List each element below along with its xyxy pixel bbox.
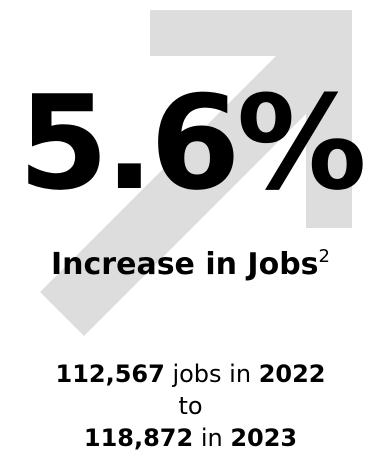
jobs-start: 112,567	[55, 360, 165, 388]
jobs-word: jobs in	[164, 360, 259, 388]
percent-increase: 5.6%	[18, 67, 367, 219]
arrow-head-right	[306, 10, 352, 228]
jobs-end: 118,872	[83, 424, 194, 452]
in-word: in	[193, 424, 231, 452]
detail-line-2: to	[178, 392, 203, 420]
year-end: 2023	[230, 424, 298, 452]
arrow-shaft	[40, 24, 352, 336]
detail-line-1: 112,567 jobs in 2022	[0, 358, 381, 390]
jobs-detail: 112,567 jobs in 2022 to 118,872 in 2023	[0, 358, 381, 454]
headline: Increase in Jobs2	[0, 248, 381, 280]
footnote-marker: 2	[318, 246, 330, 267]
headline-text: Increase in Jobs	[51, 247, 319, 282]
detail-line-3: 118,872 in 2023	[0, 422, 381, 454]
year-start: 2022	[258, 360, 326, 388]
arrow-head-top	[150, 10, 352, 56]
